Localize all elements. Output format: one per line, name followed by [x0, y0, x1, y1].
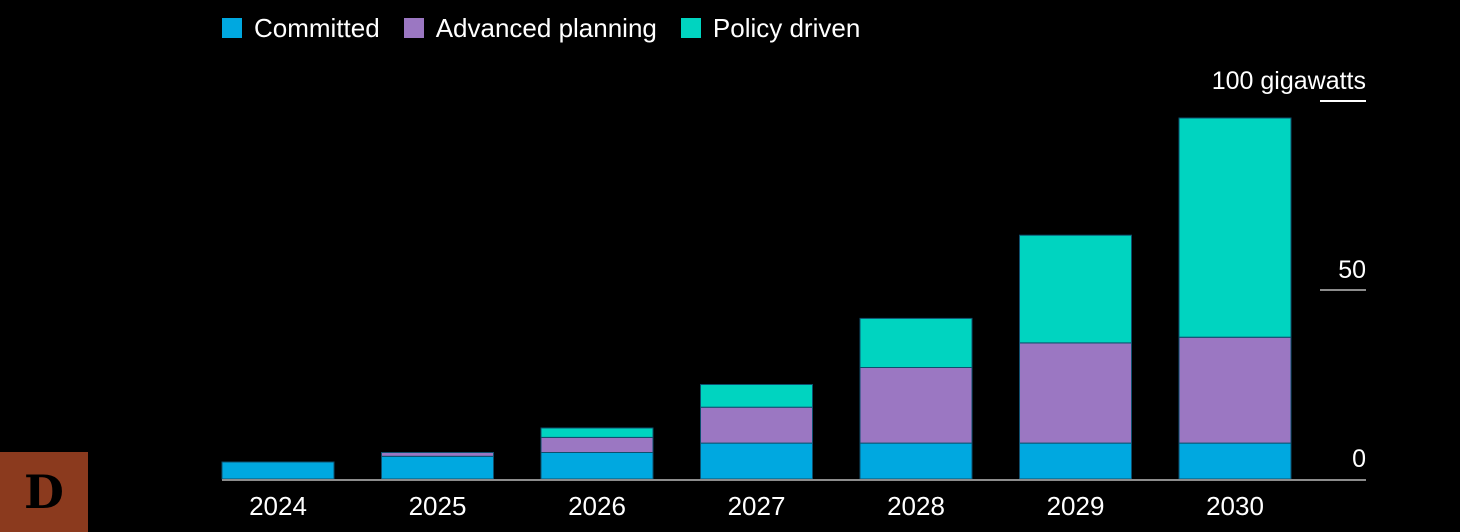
bar-committed-2027	[700, 442, 813, 480]
bar-committed-2025	[381, 455, 494, 480]
bar-advanced-planning-2025	[381, 452, 494, 457]
legend-item-committed: Committed	[222, 12, 380, 44]
y-axis-unit-label: 100 gigawatts	[1212, 67, 1366, 95]
bar-advanced-planning-2029	[1019, 342, 1132, 444]
legend-label-committed: Committed	[254, 13, 380, 43]
bar-advanced-planning-2030	[1178, 336, 1292, 444]
x-tick-label-2029: 2029	[1047, 491, 1105, 521]
legend-swatch-committed	[222, 18, 242, 38]
legend-swatch-policy-driven	[680, 18, 701, 38]
bar-advanced-planning-2026	[540, 436, 654, 453]
legend-label-policy-driven: Policy driven	[712, 13, 861, 43]
x-tick-label-2026: 2026	[568, 491, 626, 521]
x-tick-label-2025: 2025	[409, 491, 467, 521]
y-tick-label-0: 0	[1352, 445, 1366, 473]
bar-committed-2029	[1019, 442, 1132, 480]
bar-policy-driven-2028	[859, 317, 973, 368]
x-tick-label-2024: 2024	[249, 491, 307, 521]
bar-policy-driven-2026	[540, 427, 654, 438]
legend-item-advanced-planning: Advanced planning	[403, 12, 657, 44]
bar-policy-driven-2030	[1178, 117, 1292, 338]
legend-label-advanced-planning: Advanced planning	[435, 13, 657, 43]
x-tick-label-2028: 2028	[887, 491, 945, 521]
bar-committed-2028	[859, 442, 973, 480]
corner-letter-badge: D	[0, 452, 88, 532]
y-tick-label-50: 50	[1338, 256, 1366, 284]
bar-committed-2024	[221, 461, 335, 480]
chart-legend: Committed Advanced planning Policy drive…	[222, 12, 884, 44]
x-tick-label-2027: 2027	[728, 491, 786, 521]
x-axis-labels: 2024 2025 2026 2027 2028 2029 2030	[249, 491, 1264, 521]
bar-committed-2026	[540, 452, 654, 480]
x-tick-label-2030: 2030	[1206, 491, 1264, 521]
bars-group	[221, 117, 1292, 480]
bar-policy-driven-2029	[1019, 234, 1132, 344]
legend-item-policy-driven: Policy driven	[680, 12, 861, 44]
legend-swatch-advanced-planning	[403, 18, 424, 38]
y-axis: 0 50 100 gigawatts	[1212, 67, 1366, 473]
bar-policy-driven-2027	[700, 384, 813, 408]
bar-advanced-planning-2028	[859, 367, 973, 444]
bar-committed-2030	[1178, 442, 1292, 480]
bar-advanced-planning-2027	[700, 406, 813, 444]
